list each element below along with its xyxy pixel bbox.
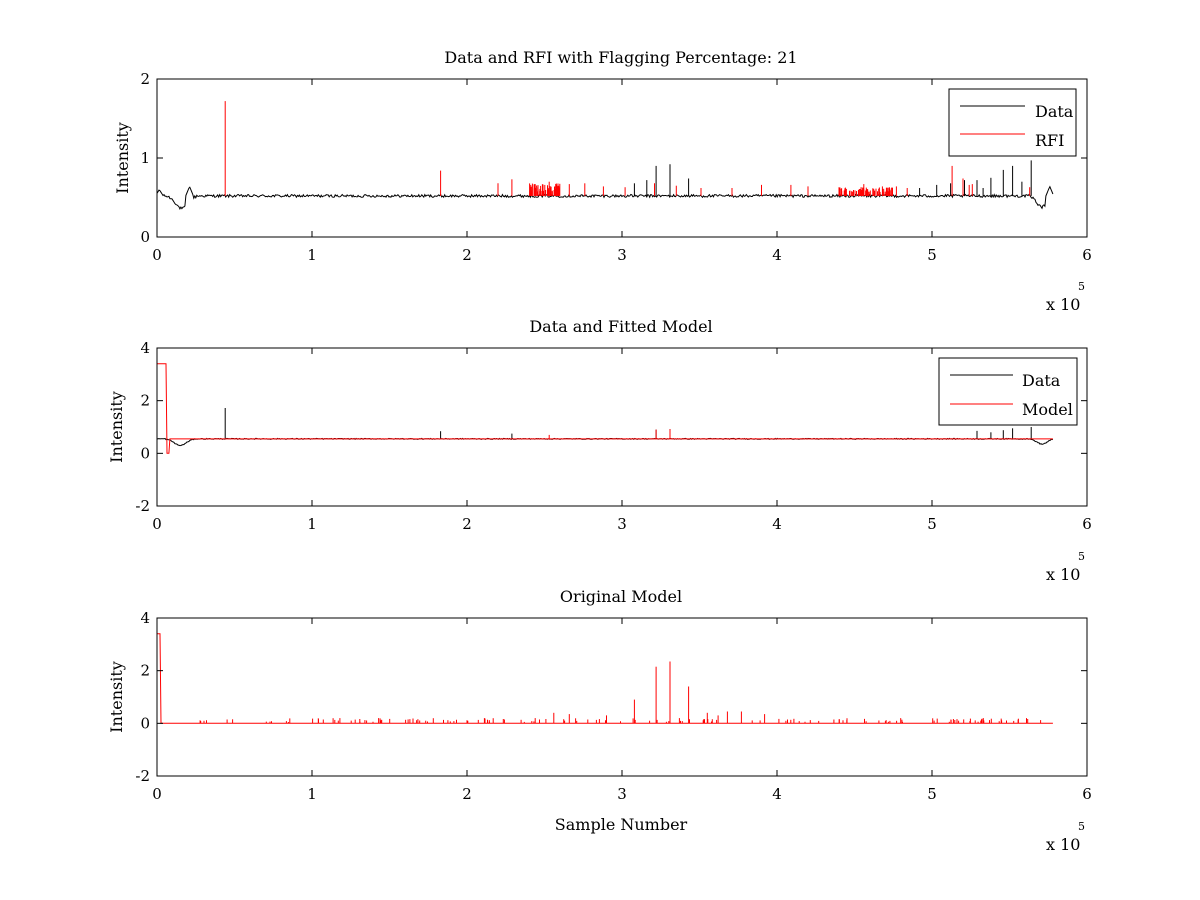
panel-3-xtick-label: 5 xyxy=(927,785,937,803)
panel-1-legend-data-label: Data xyxy=(1035,102,1074,121)
panel-2-ytick-label: 2 xyxy=(140,392,150,410)
panel-2-legend-box xyxy=(938,357,1078,426)
panel-3-series-group xyxy=(157,633,1053,724)
panel-2-xtick-label: 1 xyxy=(307,515,317,533)
panel-3-ylabel: Intensity xyxy=(107,661,126,733)
panel-1-data-line xyxy=(156,185,1054,211)
panel-2-xtick-label: 0 xyxy=(152,515,162,533)
panel-2-x-multiplier: x 10 xyxy=(1046,565,1080,584)
panel-1: Data and RFI with Flagging Percentage: 2… xyxy=(113,48,1092,314)
panel-1-legend-rfi-label: RFI xyxy=(1035,131,1064,150)
panel-2-xtick-label: 6 xyxy=(1082,515,1092,533)
panel-2: Data and Fitted Model Intensity 0 1 2 3 4 5 6 -… xyxy=(107,317,1092,584)
panel-2-title: Data and Fitted Model xyxy=(529,317,712,336)
panel-2-series-group xyxy=(156,363,1054,454)
panel-1-x-multiplier-exponent: 5 xyxy=(1078,280,1085,293)
panel-2-legend: Data Model xyxy=(938,357,1078,426)
panel-2-legend-model-label: Model xyxy=(1022,400,1073,419)
panel-3-xtick-label: 4 xyxy=(772,785,782,803)
panel-2-model-line xyxy=(157,363,1053,454)
panel-3-ytick-label: 2 xyxy=(140,662,150,680)
panel-2-ytick-label: 4 xyxy=(140,339,150,357)
panel-3-xtick-label: 3 xyxy=(617,785,627,803)
panel-3-xtick-label: 1 xyxy=(307,785,317,803)
panel-1-xtick-label: 2 xyxy=(462,246,472,264)
panel-1-series-group xyxy=(156,101,1054,211)
panel-2-ytick-label: -2 xyxy=(135,497,150,515)
panel-3-x-multiplier: x 10 xyxy=(1046,835,1080,854)
panel-1-xtick-label: 5 xyxy=(927,246,937,264)
panel-1-xtick-label: 4 xyxy=(772,246,782,264)
panel-2-xtick-label: 5 xyxy=(927,515,937,533)
panel-2-xtick-label: 3 xyxy=(617,515,627,533)
panel-3-ytick-label: 0 xyxy=(140,714,150,732)
panel-2-xtick-label: 2 xyxy=(462,515,472,533)
panel-1-xtick-label: 1 xyxy=(307,246,317,264)
panel-3-xtick-label: 0 xyxy=(152,785,162,803)
panel-1-xtick-label: 6 xyxy=(1082,246,1092,264)
panel-2-ytick-label: 0 xyxy=(140,444,150,462)
panel-1-x-multiplier: x 10 xyxy=(1046,295,1080,314)
panel-3-xtick-label: 2 xyxy=(462,785,472,803)
panel-1-xtick-label: 3 xyxy=(617,246,627,264)
panel-2-ylabel: Intensity xyxy=(107,391,126,463)
panel-1-ytick-label: 2 xyxy=(140,70,150,88)
panel-1-xtick-label: 0 xyxy=(152,246,162,264)
panel-3-x-multiplier-exponent: 5 xyxy=(1078,820,1085,833)
panel-3-ytick-label: -2 xyxy=(135,767,150,785)
panel-2-legend-data-label: Data xyxy=(1022,371,1061,390)
panel-2-xtick-label: 4 xyxy=(772,515,782,533)
panel-3-ytick-label: 4 xyxy=(140,609,150,627)
panel-1-axes: 0 1 2 3 4 5 6 0 1 2 xyxy=(140,70,1091,264)
panel-3-xtick-label: 6 xyxy=(1082,785,1092,803)
panel-1-legend: Data RFI xyxy=(948,88,1077,157)
panel-3-title: Original Model xyxy=(560,587,682,606)
panel-1-ytick-label: 1 xyxy=(140,149,150,167)
panel-2-x-multiplier-exponent: 5 xyxy=(1078,550,1085,563)
panel-1-title: Data and RFI with Flagging Percentage: 2… xyxy=(444,48,797,67)
panel-1-ylabel: Intensity xyxy=(113,122,132,194)
panel-3-xlabel: Sample Number xyxy=(555,815,688,834)
panel-1-legend-box xyxy=(948,88,1077,157)
panel-1-ytick-label: 0 xyxy=(140,228,150,246)
